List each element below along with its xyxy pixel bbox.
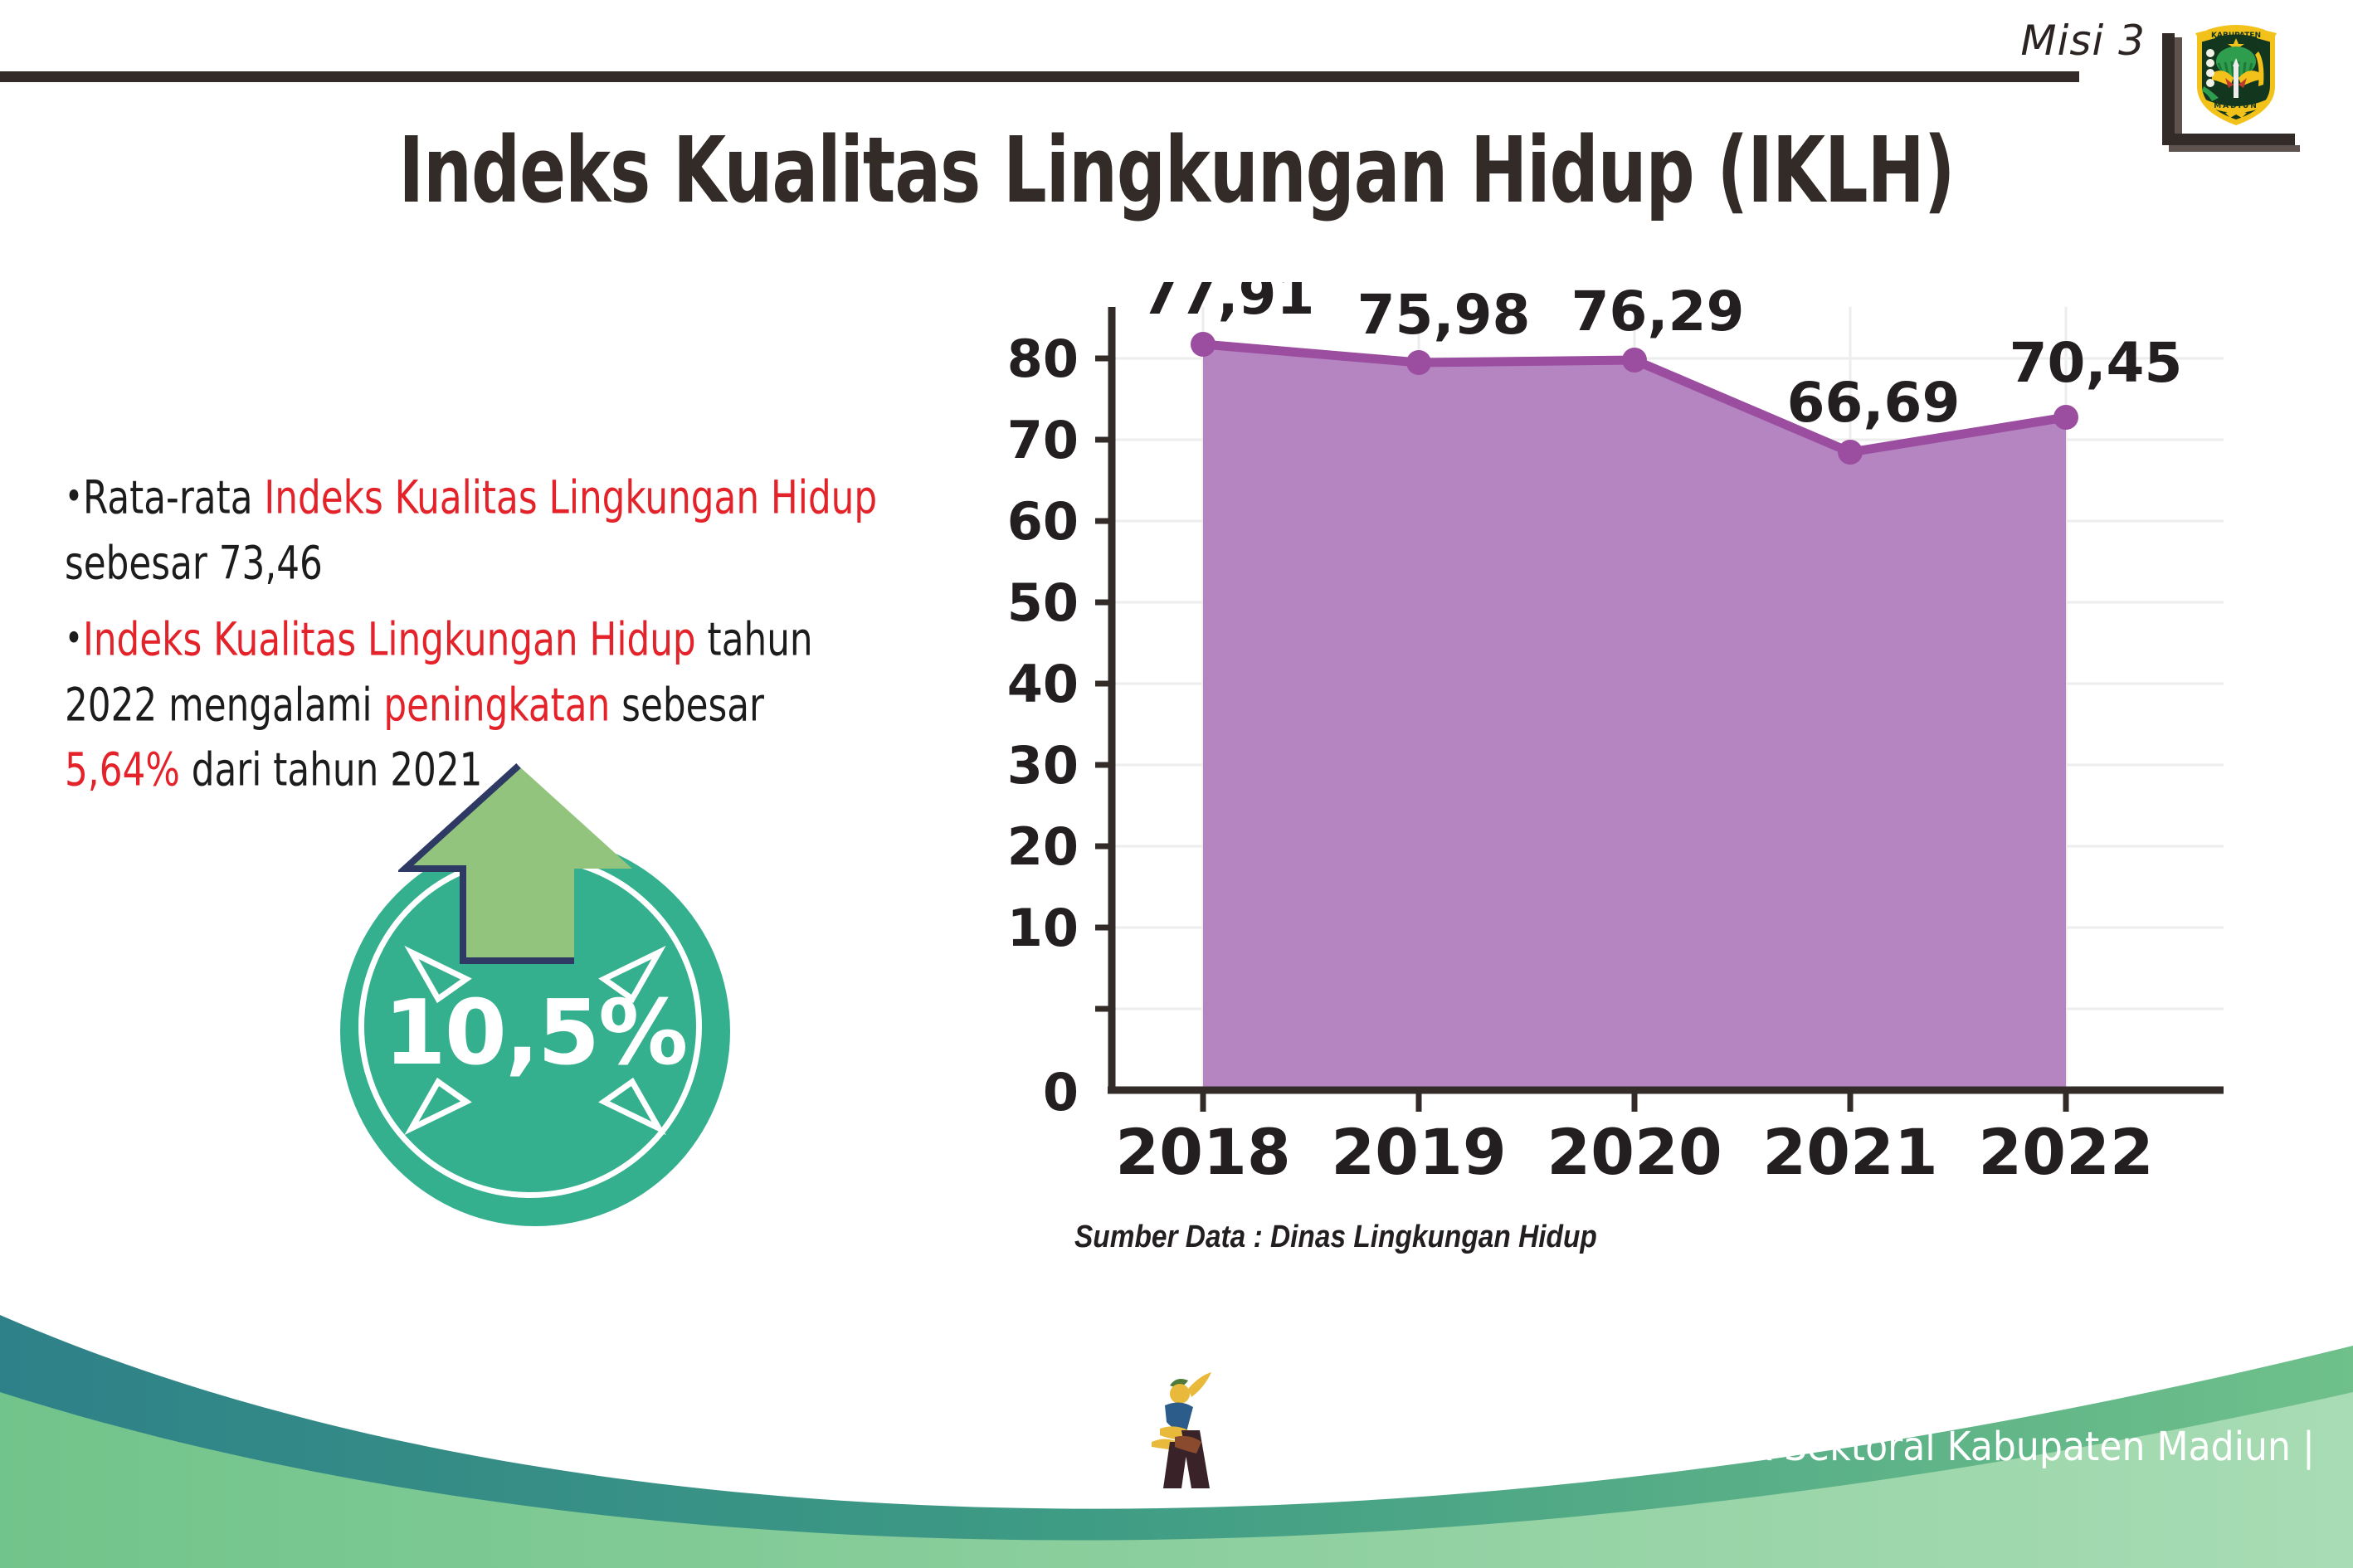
y-tick-40: 40 — [1007, 654, 1079, 714]
value-label-2019: 75,98 — [1357, 283, 1531, 347]
bullet-0-part-1: Indeks Kualitas Lingkungan Hidup — [264, 470, 878, 525]
chart-area-fill — [1203, 344, 2066, 1090]
x-tick-2021: 2021 — [1762, 1115, 1938, 1186]
y-tick-80: 80 — [1007, 329, 1079, 389]
y-tick-60: 60 — [1007, 491, 1079, 552]
bullet-1-part-3: sebesar — [610, 679, 765, 733]
x-tick-2022: 2022 — [1978, 1115, 2154, 1186]
y-tick-0: 0 — [1043, 1062, 1079, 1122]
badge-tick-marks — [404, 945, 666, 1136]
y-tick-50: 50 — [1007, 572, 1079, 633]
iklh-area-chart: 80 70 60 50 40 30 20 10 0 2018 2019 2020… — [979, 282, 2240, 1186]
footer-band: Media Infografis Data Statistik Sektoral… — [0, 1294, 2353, 1568]
summary-bullets: •Rata-rata Indeks Kualitas Lingkungan Hi… — [65, 466, 944, 806]
badge-value: 10,5% — [383, 981, 689, 1085]
bullet-0-part-2: sebesar 73,46 — [65, 536, 323, 591]
y-tick-70: 70 — [1007, 410, 1079, 470]
chart-source-caption: Sumber Data : Dinas Lingkungan Hidup — [1074, 1220, 1597, 1254]
value-label-2018: 77,91 — [1142, 282, 1315, 327]
bullet-1-part-5: dari tahun 2021 — [179, 743, 483, 798]
chart-canvas: 80 70 60 50 40 30 20 10 0 2018 2019 2020… — [1007, 282, 2224, 1186]
value-label-2022: 70,45 — [2010, 331, 2183, 395]
increase-badge: 10,5% — [328, 759, 767, 1226]
chart-y-tick-labels: 80 70 60 50 40 30 20 10 0 — [1007, 329, 1079, 1122]
bracket-horizontal — [2162, 134, 2295, 145]
value-label-2021: 66,69 — [1787, 371, 1961, 435]
footer-wave-light — [0, 1392, 2353, 1568]
bullet-item-0: •Rata-rata Indeks Kualitas Lingkungan Hi… — [65, 466, 883, 597]
chart-x-tick-labels: 2018 2019 2020 2021 2022 — [1115, 1115, 2154, 1186]
x-tick-2019: 2019 — [1331, 1115, 1507, 1186]
bullet-item-1: •Indeks Kualitas Lingkungan Hidup tahun … — [65, 608, 883, 804]
svg-text:MADIUN: MADIUN — [2214, 102, 2258, 110]
chart-value-labels: 77,91 75,98 76,29 66,69 70,45 — [1142, 282, 2183, 435]
x-tick-2020: 2020 — [1547, 1115, 1722, 1186]
page-title: Indeks Kualitas Lingkungan Hidup (IKLH) — [398, 118, 1955, 224]
bracket-horizontal-shadow — [2169, 145, 2300, 152]
value-label-2020: 76,29 — [1571, 282, 1745, 343]
footer-caption: Media Infografis Data Statistik Sektoral… — [1218, 1424, 2315, 1470]
bullet-1-part-2: peningkatan — [383, 679, 611, 733]
misi-label: Misi 3 — [2020, 17, 2146, 65]
y-tick-20: 20 — [1007, 816, 1079, 877]
bracket-vertical — [2162, 33, 2175, 145]
x-tick-2018: 2018 — [1115, 1115, 1291, 1186]
chart-x-ticks — [1200, 1090, 2069, 1112]
bullet-1-part-0: Indeks Kualitas Lingkungan Hidup — [82, 613, 696, 668]
bracket-vertical-shadow — [2175, 37, 2182, 141]
arrow-up-icon — [398, 763, 632, 964]
statistics-dancer-logo-icon — [1152, 1372, 1211, 1488]
bullet-marker: • — [65, 474, 83, 519]
bullet-1-part-1: tahun 2022 mengalami — [65, 613, 813, 733]
bullet-0-part-0: Rata-rata — [82, 470, 265, 525]
kabupaten-madiun-emblem-icon: KABUPATEN MADIUN — [2195, 25, 2277, 125]
header-divider — [0, 71, 2079, 82]
y-tick-30: 30 — [1007, 735, 1079, 796]
bullet-1-part-4: 5,64% — [65, 743, 180, 798]
emblem-bracket — [2162, 33, 2300, 152]
chart-y-ticks — [1095, 355, 1112, 1012]
chart-markers — [1191, 332, 2078, 465]
svg-text:KABUPATEN: KABUPATEN — [2211, 32, 2261, 40]
bullet-marker: • — [65, 616, 83, 662]
footer-waves — [0, 1315, 2353, 1568]
y-tick-10: 10 — [1007, 898, 1079, 958]
